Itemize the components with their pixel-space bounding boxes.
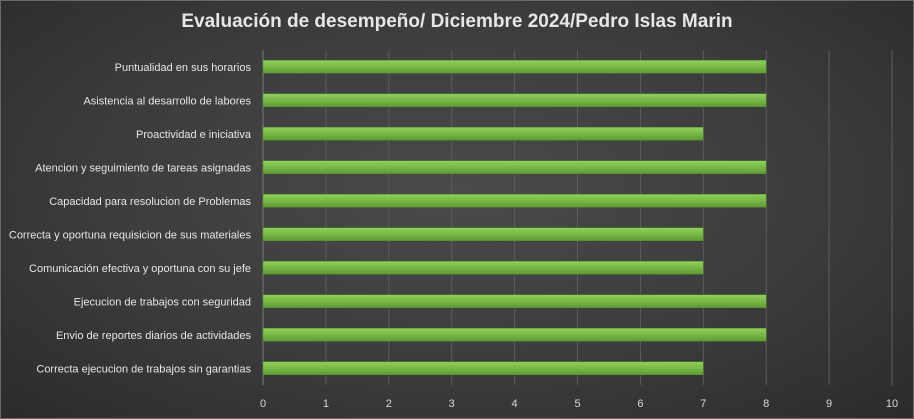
- category-label: Proactividad e iniciativa: [136, 129, 252, 141]
- x-tick-label: 1: [323, 398, 329, 410]
- x-tick-label: 5: [574, 398, 580, 410]
- x-tick-label: 2: [386, 398, 392, 410]
- bar: [262, 261, 704, 275]
- x-tick-label: 9: [826, 398, 832, 410]
- x-tick-label: 8: [763, 398, 769, 410]
- x-tick-label: 3: [449, 398, 455, 410]
- category-label: Correcta y oportuna requisicion de sus m…: [9, 229, 252, 241]
- x-tick-label: 0: [260, 398, 266, 410]
- x-tick-label: 6: [637, 398, 643, 410]
- x-tick-label: 10: [886, 398, 898, 410]
- bar: [262, 361, 704, 375]
- bar: [262, 60, 767, 74]
- x-tick-label: 4: [512, 398, 518, 410]
- bar: [262, 328, 767, 342]
- category-label: Correcta ejecucion de trabajos sin garan…: [36, 363, 251, 375]
- chart-title: Evaluación de desempeño/ Diciembre 2024/…: [181, 11, 733, 32]
- category-label: Ejecucion de trabajos con seguridad: [74, 296, 251, 308]
- category-label: Asistencia al desarrollo de labores: [83, 95, 251, 107]
- bar: [262, 294, 767, 308]
- category-label: Envio de reportes diarios de actividades: [56, 330, 252, 342]
- bar: [262, 194, 767, 208]
- category-label: Puntualidad en sus horarios: [115, 62, 252, 74]
- bar: [262, 160, 767, 174]
- bar: [262, 127, 704, 141]
- category-label: Comunicación efectiva y oportuna con su …: [29, 263, 251, 275]
- category-label: Atencion y seguimiento de tareas asignad…: [35, 162, 251, 174]
- category-label: Capacidad para resolucion de Problemas: [49, 196, 251, 208]
- bar: [262, 227, 704, 241]
- x-tick-label: 7: [700, 398, 706, 410]
- bar: [262, 93, 767, 107]
